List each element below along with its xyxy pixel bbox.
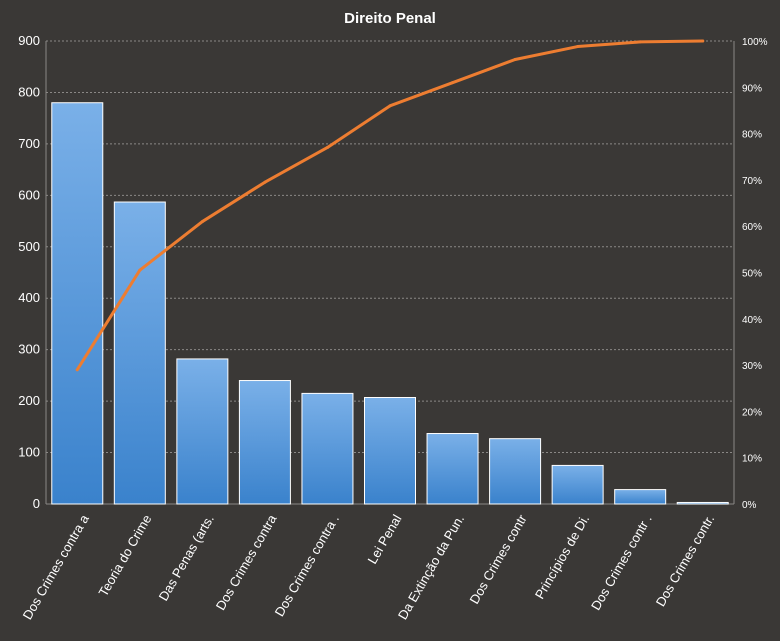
bar (614, 489, 667, 505)
y-tick-label: 200 (18, 393, 40, 408)
cumulative-line (75, 39, 705, 372)
y-tick-label: 300 (18, 342, 40, 357)
bar (489, 438, 542, 505)
y-tick-label: 900 (18, 33, 40, 48)
cumulative-point (138, 268, 142, 272)
x-tick-label: Lei Penal (364, 512, 404, 567)
x-tick-label: Dos Crimes contr (466, 511, 530, 606)
bar (364, 397, 416, 505)
x-axis-labels: Dos Crimes contra a Teoria do Crime Das Pe… (20, 511, 718, 622)
cumulative-point (200, 220, 204, 224)
cumulative-point (451, 81, 455, 85)
y2-tick-label: 30% (742, 361, 762, 372)
bar-series (51, 102, 729, 505)
bar (176, 358, 229, 505)
bar (551, 464, 604, 505)
bar (51, 102, 104, 505)
y2-tick-label: 90% (742, 83, 762, 94)
cumulative-point (388, 104, 392, 108)
y-tick-label: 400 (18, 290, 40, 305)
y2-tick-label: 70% (742, 176, 762, 187)
bar (426, 433, 479, 505)
y-tick-label: 800 (18, 84, 40, 99)
x-tick-label: Dos Crimes contr. (653, 512, 718, 609)
cumulative-line-series (75, 39, 705, 372)
bar (238, 380, 291, 505)
y2-tick-label: 20% (742, 407, 762, 418)
y-axis-left: 0 100 200 300 400 500 600 700 800 900 (18, 33, 40, 511)
cumulative-point (576, 45, 580, 49)
y2-tick-label: 10% (742, 454, 762, 465)
chart-title: Direito Penal (344, 10, 436, 27)
x-tick-label: Teoria do Crime (96, 512, 155, 599)
cumulative-point (75, 368, 79, 372)
y-tick-label: 100 (18, 445, 40, 460)
x-tick-label: Da Extinção da Pun. (395, 512, 467, 622)
bar (113, 201, 166, 505)
y-tick-label: 0 (33, 496, 40, 511)
y2-tick-label: 100% (742, 37, 768, 48)
y2-tick-label: 40% (742, 315, 762, 326)
cumulative-point (701, 39, 705, 43)
y2-tick-label: 50% (742, 269, 762, 280)
x-tick-label: Dos Crimes contra a (20, 511, 93, 622)
cumulative-point (325, 145, 329, 149)
x-tick-label: Das Penas (arts. (156, 512, 217, 603)
x-tick-label: Princípios de Di. (532, 512, 592, 601)
x-tick-label: Dos Crimes contra . (272, 512, 342, 619)
bar (676, 501, 729, 505)
cumulative-point (638, 40, 642, 44)
cumulative-point (513, 58, 517, 62)
y2-tick-label: 0% (742, 500, 757, 511)
cumulative-point (263, 180, 267, 184)
x-tick-label: Dos Crimes contr . (588, 512, 655, 613)
y-tick-label: 600 (18, 187, 40, 202)
x-tick-label: Dos Crimes contra (213, 511, 280, 612)
bar (301, 392, 354, 505)
y-tick-label: 700 (18, 136, 40, 151)
y2-tick-label: 80% (742, 130, 762, 141)
y2-tick-label: 60% (742, 222, 762, 233)
y-tick-label: 500 (18, 239, 40, 254)
y-axis-right: 0% 10% 20% 30% 40% 50% 60% 70% 80% 90% 100% (742, 37, 768, 511)
